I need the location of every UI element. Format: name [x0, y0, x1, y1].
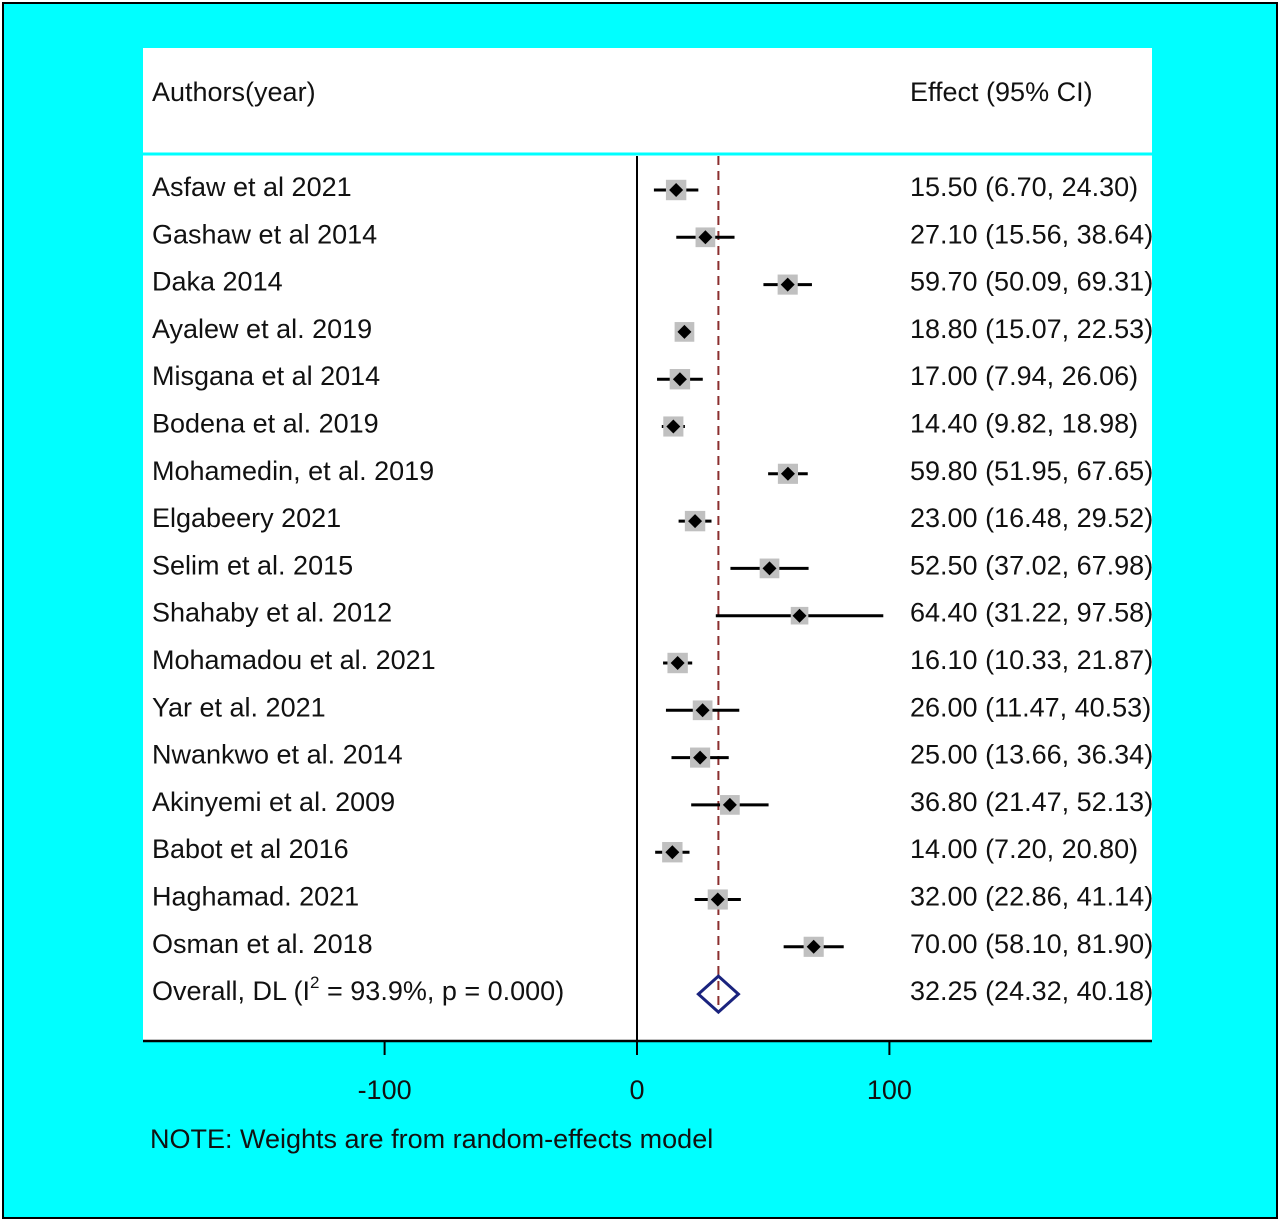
effect-ci-label: 27.10 (15.56, 38.64): [910, 219, 1153, 249]
study-rows: Asfaw et al 2021 15.50 (6.70, 24.30) Gasha…: [152, 172, 1153, 1015]
point-estimate: [693, 750, 708, 765]
point-estimate: [792, 608, 807, 623]
study-row: Daka 2014 59.70 (50.09, 69.31): [152, 267, 1153, 297]
overall-diamond: [696, 974, 741, 1015]
weights-note: NOTE: Weights are from random-effects mo…: [150, 1124, 713, 1154]
overall-effect-label: 32.25 (24.32, 40.18): [910, 976, 1153, 1006]
study-row: Nwankwo et al. 2014 25.00 (13.66, 36.34): [152, 740, 1153, 770]
study-row: Bodena et al. 2019 14.40 (9.82, 18.98): [152, 409, 1138, 439]
effect-ci-label: 32.00 (22.86, 41.14): [910, 882, 1153, 912]
study-label: Bodena et al. 2019: [152, 409, 379, 439]
study-label: Misgana et al 2014: [152, 361, 380, 391]
point-estimate: [762, 561, 777, 576]
effect-ci-label: 17.00 (7.94, 26.06): [910, 361, 1138, 391]
study-row: Yar et al. 2021 26.00 (11.47, 40.53): [152, 692, 1151, 722]
effect-ci-label: 14.00 (7.20, 20.80): [910, 834, 1138, 864]
study-row: Ayalew et al. 2019 18.80 (15.07, 22.53): [152, 314, 1153, 344]
point-estimate: [688, 514, 703, 529]
effect-column-header: Effect (95% CI): [910, 77, 1093, 107]
study-label: Mohamedin, et al. 2019: [152, 456, 434, 486]
point-estimate: [780, 277, 795, 292]
point-estimate: [806, 939, 821, 954]
study-row: Mohamadou et al. 2021 16.10 (10.33, 21.87…: [152, 645, 1153, 675]
x-axis-ticks: -100 0 100: [358, 1041, 912, 1105]
point-estimate: [780, 466, 795, 481]
point-estimate: [722, 797, 737, 812]
effect-ci-label: 15.50 (6.70, 24.30): [910, 172, 1138, 202]
study-label: Haghamad. 2021: [152, 882, 359, 912]
effect-ci-label: 14.40 (9.82, 18.98): [910, 409, 1138, 439]
overall-label: Overall, DL (I2 = 93.9%, p = 0.000): [152, 973, 564, 1006]
effect-ci-label: 64.40 (31.22, 97.58): [910, 598, 1153, 628]
effect-ci-label: 70.00 (58.10, 81.90): [910, 929, 1153, 959]
study-row: Asfaw et al 2021 15.50 (6.70, 24.30): [152, 172, 1138, 202]
point-estimate: [698, 230, 713, 245]
white-panel: [143, 48, 1152, 1041]
point-estimate: [669, 183, 684, 197]
study-row: Selim et al. 2015 52.50 (37.02, 67.98): [152, 550, 1153, 580]
study-label: Elgabeery 2021: [152, 503, 341, 533]
study-label: Osman et al. 2018: [152, 929, 373, 959]
point-estimate: [710, 892, 725, 907]
study-label: Akinyemi et al. 2009: [152, 787, 395, 817]
effect-ci-label: 16.10 (10.33, 21.87): [910, 645, 1153, 675]
study-row: Elgabeery 2021 23.00 (16.48, 29.52): [152, 503, 1153, 533]
study-label: Nwankwo et al. 2014: [152, 740, 403, 770]
study-row: Haghamad. 2021 32.00 (22.86, 41.14): [152, 882, 1153, 912]
study-label: Selim et al. 2015: [152, 550, 353, 580]
study-label: Daka 2014: [152, 267, 283, 297]
study-label: Shahaby et al. 2012: [152, 598, 392, 628]
effect-ci-label: 26.00 (11.47, 40.53): [910, 692, 1151, 722]
study-label: Ayalew et al. 2019: [152, 314, 372, 344]
point-estimate: [695, 703, 710, 718]
study-row: Osman et al. 2018 70.00 (58.10, 81.90): [152, 929, 1153, 959]
effect-ci-label: 59.80 (51.95, 67.65): [910, 456, 1153, 486]
x-tick-label: -100: [358, 1075, 412, 1105]
study-label: Gashaw et al 2014: [152, 219, 377, 249]
point-estimate: [677, 324, 692, 339]
effect-ci-label: 36.80 (21.47, 52.13): [910, 787, 1153, 817]
study-label: Babot et al 2016: [152, 834, 349, 864]
effect-ci-label: 18.80 (15.07, 22.53): [910, 314, 1153, 344]
study-column-header: Authors(year): [152, 77, 316, 107]
effect-ci-label: 23.00 (16.48, 29.52): [910, 503, 1153, 533]
study-row: Babot et al 2016 14.00 (7.20, 20.80): [152, 834, 1138, 864]
study-label: Mohamadou et al. 2021: [152, 645, 436, 675]
study-row: Shahaby et al. 2012 64.40 (31.22, 97.58): [152, 598, 1153, 628]
study-label: Yar et al. 2021: [152, 692, 326, 722]
study-row: Gashaw et al 2014 27.10 (15.56, 38.64): [152, 219, 1153, 249]
forest-plot: Authors(year) Effect (95% CI) Asfaw et a…: [143, 48, 1153, 1154]
effect-ci-label: 59.70 (50.09, 69.31): [910, 267, 1153, 297]
effect-ci-label: 25.00 (13.66, 36.34): [910, 740, 1153, 770]
study-row: Mohamedin, et al. 2019 59.80 (51.95, 67.6…: [152, 456, 1153, 486]
point-estimate: [665, 845, 680, 860]
study-row: Misgana et al 2014 17.00 (7.94, 26.06): [152, 361, 1138, 391]
point-estimate: [666, 419, 681, 434]
x-tick-label: 100: [867, 1075, 912, 1105]
point-estimate: [670, 656, 685, 670]
point-estimate: [672, 372, 687, 387]
study-row: Akinyemi et al. 2009 36.80 (21.47, 52.13): [152, 787, 1153, 817]
effect-ci-label: 52.50 (37.02, 67.98): [910, 550, 1153, 580]
x-tick-label: 0: [629, 1075, 644, 1105]
overall-row: Overall, DL (I2 = 93.9%, p = 0.000) 32.25…: [152, 973, 1153, 1015]
study-label: Asfaw et al 2021: [152, 172, 352, 202]
